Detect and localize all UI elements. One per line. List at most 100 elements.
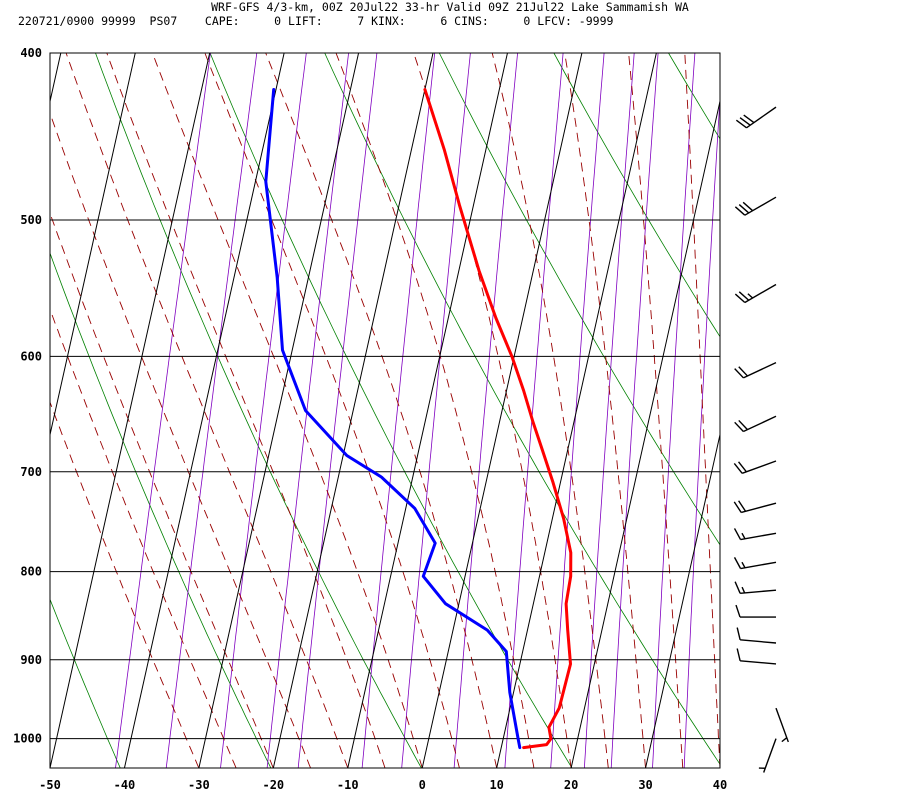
moist-adiabat-line: [50, 111, 312, 768]
wind-barb-feather: [734, 206, 746, 216]
profile-series: [264, 88, 573, 750]
y-tick-label: 900: [20, 653, 42, 667]
wind-barb-staff: [741, 502, 777, 514]
moist-adiabat-line: [335, 53, 535, 768]
wind-barb: [758, 738, 777, 773]
y-tick-label: 1000: [13, 732, 42, 746]
moist-adiabat-line: [152, 53, 423, 768]
mixing-ratio-line: [220, 53, 307, 768]
moist-adiabat-line: [265, 53, 498, 768]
moist-adiabat-line: [50, 212, 274, 768]
wind-barb: [736, 648, 777, 665]
wind-barb: [734, 283, 777, 304]
mixing-ratio-line: [361, 53, 436, 768]
wind-barb-staff: [763, 738, 777, 773]
moist-adiabat-line: [628, 53, 684, 768]
dry-adiabat-line: [872, 15, 900, 768]
isotherm-line: [123, 53, 285, 768]
dry-adiabat-line: [668, 53, 720, 140]
x-tick-label: 40: [713, 778, 727, 792]
wind-barb-staff: [740, 561, 777, 570]
x-tick-label: 30: [638, 778, 652, 792]
mixing-ratio-line: [652, 53, 696, 768]
dry-adiabat-line: [50, 598, 121, 768]
wind-barb-feather: [733, 528, 742, 540]
wind-barb: [734, 361, 777, 379]
dewpoint-profile-line: [264, 88, 522, 750]
wind-barb: [775, 707, 789, 743]
x-tick-label: -20: [262, 778, 284, 792]
wind-barb: [734, 415, 777, 433]
wind-barb-feather: [738, 500, 747, 512]
wind-barb: [733, 557, 777, 570]
mixing-ratio-line: [266, 53, 350, 768]
mixing-ratio-line: [584, 53, 635, 768]
wind-barb: [736, 627, 777, 644]
moist-adiabat-line: [204, 53, 460, 768]
mixing-ratio-line: [401, 53, 471, 768]
wind-barb-feather: [735, 119, 747, 129]
wind-barbs: [733, 106, 789, 773]
mixing-ratio-line: [683, 92, 720, 768]
dry-adiabat-line: [95, 53, 422, 768]
dry-adiabat-line: [209, 53, 573, 768]
isotherm-line: [272, 53, 434, 768]
wind-barb-feather: [743, 114, 755, 124]
moist-adiabat-line: [564, 53, 647, 768]
wind-barb-feather: [738, 204, 750, 214]
wind-barb-staff: [740, 660, 777, 665]
wind-barb-feather: [737, 461, 747, 473]
wind-barb: [733, 460, 777, 474]
wind-barb-half-feather: [781, 737, 788, 743]
isotherm-line: [198, 53, 360, 768]
wind-barb-half-feather: [741, 586, 746, 594]
wind-barb-half-feather: [747, 293, 754, 299]
wind-barb-feather: [738, 419, 748, 431]
wind-barb-feather: [739, 117, 751, 126]
mixing-ratio-line: [165, 53, 258, 768]
wind-barb-staff: [740, 532, 777, 541]
isotherm-line: [50, 53, 211, 768]
mixing-ratio-line: [115, 53, 211, 768]
moist-adiabat-line: [65, 53, 349, 768]
x-tick-label: -30: [188, 778, 210, 792]
wind-barb-feather: [742, 201, 754, 212]
mixing-ratio-line: [610, 53, 659, 768]
wind-barb-half-feather: [741, 561, 746, 569]
background-lines: [50, 15, 900, 768]
wind-barb: [734, 581, 777, 594]
mixing-ratio-line: [297, 53, 378, 768]
axes: 400 500 600 700 800 900 1000 -50 -40 -30 -20 -10 0 10…: [13, 46, 727, 792]
grid: [50, 52, 720, 768]
wind-barb-staff: [743, 361, 777, 379]
wind-barb-feather: [734, 293, 746, 303]
wind-barb-feather: [735, 604, 741, 618]
x-tick-label: -10: [337, 778, 359, 792]
x-tick-label: -40: [114, 778, 136, 792]
wind-barb-feather: [733, 557, 742, 569]
wind-barb-half-feather: [741, 532, 746, 540]
wind-barb-staff: [740, 639, 777, 644]
wind-barb-staff: [746, 106, 777, 129]
wind-barb-staff: [743, 415, 777, 433]
wind-barb-feather: [734, 581, 741, 594]
wind-barb-feather: [734, 368, 744, 379]
wind-barb-feather: [738, 291, 750, 301]
moist-adiabat-line: [50, 400, 200, 768]
plot-frame: [49, 52, 721, 769]
wind-barb-feather: [736, 648, 741, 661]
isotherm-line: [347, 53, 508, 768]
mixing-ratio-line: [550, 53, 605, 768]
chart-header-indices: 220721/0900 99999 PS07 CAPE: 0 LIFT: 7 K…: [18, 14, 614, 28]
dry-adiabat-line: [438, 53, 720, 546]
dry-adiabat-line: [553, 53, 720, 338]
wind-barb-feather: [734, 421, 744, 432]
y-tick-label: 400: [20, 46, 42, 60]
wind-barb-feather: [736, 627, 741, 641]
chart-header-title: WRF-GFS 4/3-km, 00Z 20Jul22 33-hr Valid …: [211, 0, 689, 14]
isotherm-line: [496, 53, 657, 768]
moist-adiabat-line: [491, 53, 609, 768]
wind-barb-staff: [775, 707, 789, 743]
y-tick-label: 700: [20, 465, 42, 479]
